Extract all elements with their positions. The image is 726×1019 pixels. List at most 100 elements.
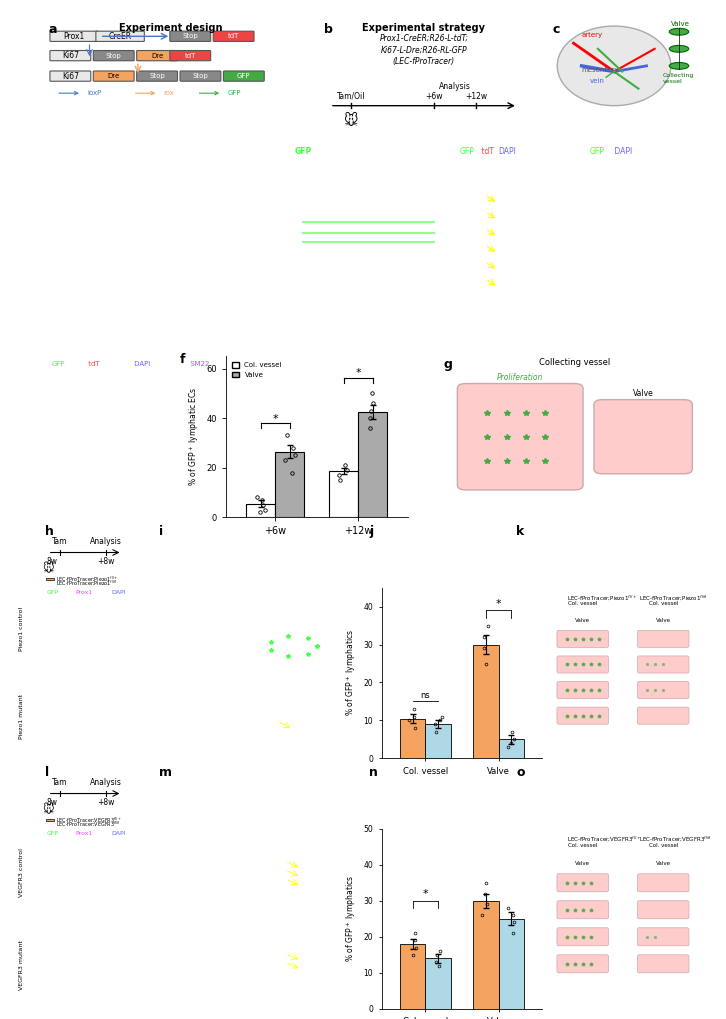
- Text: Analysis: Analysis: [90, 777, 122, 787]
- Text: Prox1: Prox1: [76, 590, 93, 595]
- Text: h: h: [45, 525, 54, 538]
- FancyBboxPatch shape: [50, 51, 91, 61]
- Text: LEC-fProTracer;Piezo1$^{fl/+}$: LEC-fProTracer;Piezo1$^{fl/+}$: [566, 593, 637, 601]
- Text: GFP: GFP: [237, 73, 250, 79]
- Text: loxP: loxP: [87, 90, 101, 96]
- Text: VEGFR3 control: VEGFR3 control: [20, 848, 25, 897]
- FancyBboxPatch shape: [637, 707, 689, 725]
- Text: tdT: tdT: [184, 53, 196, 59]
- FancyBboxPatch shape: [94, 71, 134, 82]
- Text: tdT: tdT: [86, 361, 99, 367]
- FancyBboxPatch shape: [637, 682, 689, 699]
- Text: Magnification: Magnification: [261, 832, 303, 837]
- Bar: [275, 451, 304, 518]
- Text: b: b: [324, 22, 333, 36]
- FancyBboxPatch shape: [170, 51, 211, 61]
- Bar: [46, 582, 54, 584]
- FancyBboxPatch shape: [557, 682, 608, 699]
- Text: a: a: [49, 22, 57, 36]
- Bar: [425, 959, 451, 1009]
- Bar: [425, 725, 451, 758]
- FancyBboxPatch shape: [637, 927, 689, 946]
- Text: Col. vessel: Col. vessel: [648, 843, 678, 848]
- Text: +12w: +12w: [465, 92, 487, 101]
- Ellipse shape: [669, 62, 689, 69]
- Text: vein: vein: [590, 77, 605, 84]
- Text: Piezo1 control: Piezo1 control: [20, 607, 25, 651]
- Text: +8w: +8w: [97, 798, 115, 807]
- FancyBboxPatch shape: [637, 631, 689, 647]
- Bar: [358, 412, 387, 518]
- Text: Prox1: Prox1: [634, 147, 657, 156]
- FancyBboxPatch shape: [557, 656, 608, 673]
- Text: Magnification: Magnification: [261, 923, 303, 928]
- Text: c: c: [552, 22, 560, 36]
- Text: mesentery: mesentery: [582, 66, 619, 72]
- Text: 🐭: 🐭: [343, 113, 358, 127]
- Text: k: k: [516, 525, 525, 538]
- Text: DAPI: DAPI: [111, 832, 126, 837]
- FancyBboxPatch shape: [637, 656, 689, 673]
- Text: Proliferation: Proliferation: [497, 373, 543, 382]
- FancyBboxPatch shape: [136, 51, 177, 61]
- Text: Valve: Valve: [575, 861, 590, 866]
- Text: f: f: [180, 353, 186, 366]
- FancyArrowPatch shape: [136, 92, 155, 95]
- Text: Prox1: Prox1: [76, 832, 93, 837]
- Text: LEC-fProTracer;VEGFR3$^{fl/+}$: LEC-fProTracer;VEGFR3$^{fl/+}$: [566, 835, 641, 843]
- Text: Ki67: Ki67: [62, 71, 79, 81]
- Text: Collecting
vessel: Collecting vessel: [663, 73, 694, 84]
- FancyBboxPatch shape: [96, 32, 144, 42]
- FancyArrowPatch shape: [200, 92, 218, 95]
- Text: VEGFR3 mutant: VEGFR3 mutant: [20, 940, 25, 989]
- Text: Ki67: Ki67: [62, 51, 79, 60]
- FancyBboxPatch shape: [594, 399, 693, 474]
- FancyBboxPatch shape: [557, 927, 608, 946]
- Text: Valve: Valve: [575, 618, 590, 623]
- FancyBboxPatch shape: [557, 955, 608, 973]
- FancyBboxPatch shape: [637, 901, 689, 919]
- Text: LEC-fProTracer;Piezo1$^{fl/fl}$: LEC-fProTracer;Piezo1$^{fl/fl}$: [56, 578, 118, 587]
- Text: Magnification: Magnification: [224, 165, 233, 221]
- Text: 8w: 8w: [46, 798, 57, 807]
- Bar: [499, 919, 524, 1009]
- Text: valve: valve: [325, 654, 340, 659]
- Text: LEC-fProTracer;VEGFR3$^{fl/fl}$: LEC-fProTracer;VEGFR3$^{fl/fl}$: [639, 835, 712, 843]
- FancyBboxPatch shape: [637, 873, 689, 892]
- FancyBboxPatch shape: [50, 71, 91, 82]
- Text: i: i: [159, 525, 163, 538]
- Bar: [46, 578, 54, 580]
- Text: Collecting vessel: Collecting vessel: [539, 358, 611, 367]
- Text: GFP: GFP: [51, 361, 65, 367]
- Text: (LEC-fProTracer): (LEC-fProTracer): [393, 57, 455, 65]
- Text: Oil: Oil: [114, 497, 125, 506]
- Text: GFP: GFP: [295, 147, 311, 156]
- Text: Stop: Stop: [106, 53, 121, 59]
- Text: Stop: Stop: [192, 73, 208, 79]
- Bar: [473, 901, 499, 1009]
- FancyBboxPatch shape: [224, 71, 264, 82]
- Text: Stop: Stop: [150, 73, 165, 79]
- Text: ns: ns: [420, 691, 431, 700]
- Text: Col. vessel: Col. vessel: [568, 601, 597, 605]
- Text: Tam: Tam: [52, 777, 68, 787]
- Text: Valve: Valve: [671, 21, 690, 28]
- Text: *: *: [423, 890, 428, 899]
- Bar: [400, 944, 425, 1009]
- Text: SM22: SM22: [188, 361, 209, 367]
- Text: DAPI: DAPI: [111, 590, 126, 595]
- Text: GFP: GFP: [460, 147, 475, 156]
- Bar: [46, 822, 54, 824]
- Text: DAPI: DAPI: [131, 361, 150, 367]
- Y-axis label: % of GFP$^+$ lymphatic ECs: % of GFP$^+$ lymphatic ECs: [187, 387, 200, 486]
- FancyBboxPatch shape: [637, 955, 689, 973]
- FancyBboxPatch shape: [557, 631, 608, 647]
- Bar: [499, 740, 524, 758]
- Text: g: g: [444, 358, 452, 371]
- Ellipse shape: [669, 29, 689, 36]
- Text: +12w: +12w: [94, 291, 121, 300]
- Text: +6w: +6w: [425, 92, 443, 101]
- Text: LEC-fProTracer;VEGFR3$^{fl/+}$: LEC-fProTracer;VEGFR3$^{fl/+}$: [56, 815, 122, 824]
- Y-axis label: % of GFP$^+$ lymphatics: % of GFP$^+$ lymphatics: [344, 875, 358, 962]
- Text: Analysis: Analysis: [90, 537, 122, 546]
